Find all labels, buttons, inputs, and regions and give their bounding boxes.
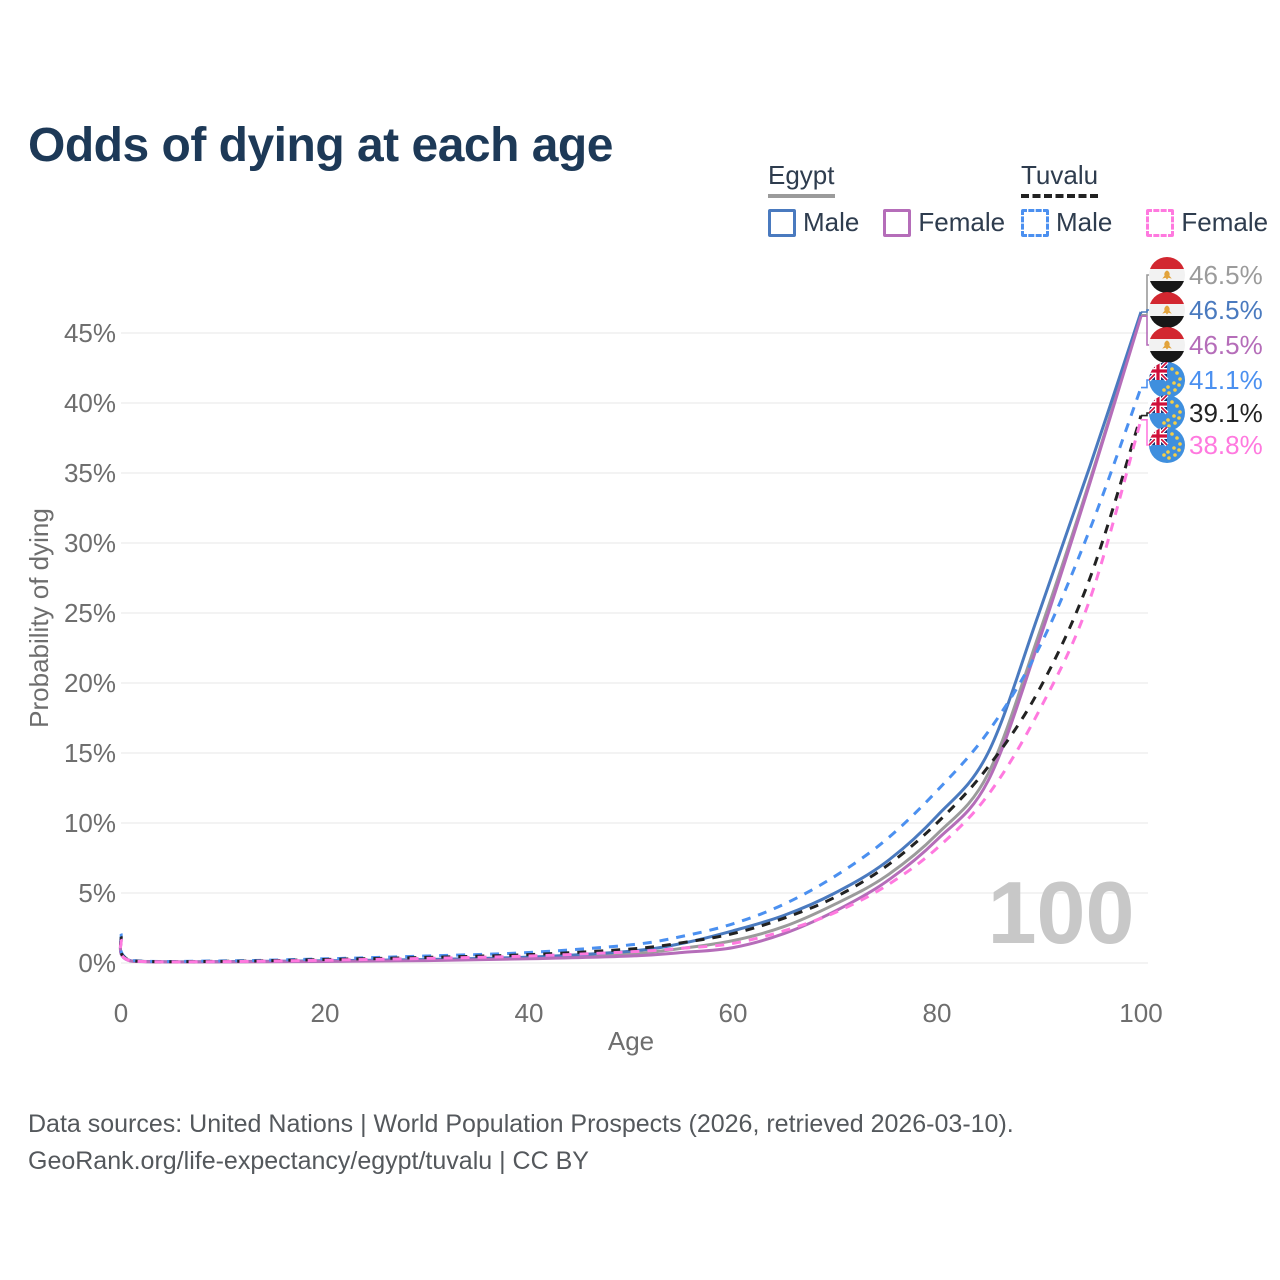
y-tick-label: 25% xyxy=(64,598,116,628)
age-watermark-value: 100 xyxy=(988,863,1135,962)
series-line-tuvalu-male xyxy=(118,387,1143,964)
end-value-label: 46.5% xyxy=(1189,295,1263,325)
y-tick-label: 0% xyxy=(78,948,116,978)
x-tick-label: 100 xyxy=(1119,998,1162,1028)
end-annotations: 46.5% 46.5% 46.5% 41.1%39.1%38.8% xyxy=(1141,257,1263,463)
legend-item-egypt-female[interactable]: Female xyxy=(883,207,1005,238)
footer: Data sources: United Nations | World Pop… xyxy=(28,1106,1014,1180)
label-connector xyxy=(1141,274,1150,316)
legend-label: Female xyxy=(1181,207,1269,237)
flag-icon-tuvalu xyxy=(1149,362,1185,398)
y-tick-label: 30% xyxy=(64,528,116,558)
y-tick-label: 40% xyxy=(64,388,116,418)
end-value-label: 41.1% xyxy=(1189,365,1263,395)
flag-icon-tuvalu xyxy=(1149,427,1185,463)
x-tick-label: 80 xyxy=(923,998,952,1028)
label-connector xyxy=(1141,419,1150,446)
end-value-label: 46.5% xyxy=(1189,260,1263,290)
legend-header-tuvalu[interactable]: Tuvalu xyxy=(1021,160,1099,198)
legend-group-egypt: Egypt Male Female xyxy=(768,160,1005,238)
y-tick-label: 10% xyxy=(64,808,116,838)
axes: 0% 5% 10% 15% 20% 25% 30% 35% 40% 45% 0 20 40 60 80 100… xyxy=(24,318,1163,1056)
y-tick-label: 5% xyxy=(78,878,116,908)
legend-label: Male xyxy=(803,207,860,237)
legend-item-tuvalu-male[interactable]: Male xyxy=(1021,207,1112,238)
y-tick-label: 20% xyxy=(64,668,116,698)
y-tick-label: 45% xyxy=(64,318,116,348)
label-connector xyxy=(1141,379,1150,389)
flag-icon-egypt xyxy=(1149,257,1185,293)
legend-item-egypt-male[interactable]: Male xyxy=(768,207,859,238)
legend-label: Male xyxy=(1056,207,1113,237)
legend-label: Female xyxy=(918,207,1006,237)
age-watermark: 100 xyxy=(988,863,1135,962)
egypt-male-swatch-icon xyxy=(768,208,796,237)
legend-header-egypt[interactable]: Egypt xyxy=(768,160,835,198)
footer-sources: Data sources: United Nations | World Pop… xyxy=(28,1110,1014,1138)
end-value-label: 38.8% xyxy=(1189,430,1263,460)
label-connector xyxy=(1141,412,1150,417)
series-lines xyxy=(118,311,1143,964)
x-tick-label: 0 xyxy=(114,998,128,1028)
end-value-label: 39.1% xyxy=(1189,398,1263,428)
label-connector xyxy=(1141,315,1150,346)
y-axis-title: Probability of dying xyxy=(24,508,54,728)
y-tick-label: 35% xyxy=(64,458,116,488)
x-tick-label: 60 xyxy=(719,998,748,1028)
end-value-label: 46.5% xyxy=(1189,330,1263,360)
legend-group-tuvalu: Tuvalu Male Female xyxy=(1021,160,1268,238)
y-tick-label: 15% xyxy=(64,738,116,768)
x-tick-label: 20 xyxy=(311,998,340,1028)
footer-url: GeoRank.org/life-expectancy/egypt/tuvalu… xyxy=(28,1147,589,1175)
legend-item-tuvalu-female[interactable]: Female xyxy=(1146,207,1268,238)
series-line-tuvalu-female xyxy=(118,419,1143,964)
egypt-female-swatch-icon xyxy=(883,208,912,237)
tuvalu-male-swatch-icon xyxy=(1021,208,1049,237)
page-title: Odds of dying at each age xyxy=(28,119,613,173)
series-line-tuvalu-both xyxy=(118,415,1143,964)
flag-icon-tuvalu xyxy=(1149,395,1185,431)
series-line-egypt-female xyxy=(118,315,1143,964)
x-axis-title: Age xyxy=(608,1026,654,1056)
tuvalu-female-swatch-icon xyxy=(1146,208,1175,237)
x-tick-label: 40 xyxy=(515,998,544,1028)
label-connector xyxy=(1141,309,1150,313)
flag-icon-egypt xyxy=(1149,327,1185,363)
flag-icon-egypt xyxy=(1149,292,1185,328)
